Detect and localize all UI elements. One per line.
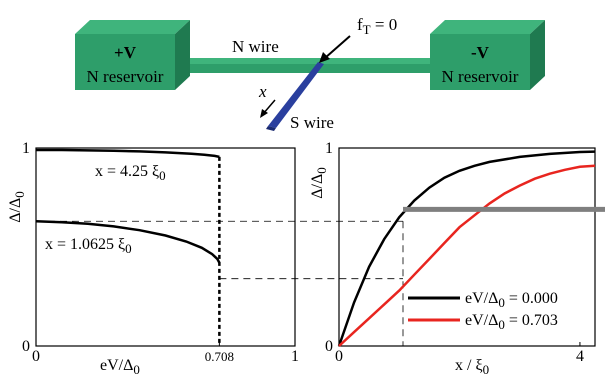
- s-wire-body: [268, 62, 324, 128]
- right-reservoir-voltage: -V: [471, 43, 490, 62]
- left-reservoir-top: [75, 20, 190, 34]
- chart-left: 0 0.708 1 0 1 Δ/Δ0 eV/Δ0 x = 4.25 ξ0 x = 1.0…: [7, 140, 299, 377]
- y-tick-label: 0: [325, 338, 333, 355]
- left-reservoir-side: [175, 20, 190, 90]
- chart-left-frame: [35, 147, 296, 347]
- legend-label-black: eV/Δ0 = 0.000: [465, 290, 558, 310]
- x-tick-label: 0.708: [205, 349, 234, 364]
- ft-arrow: [324, 35, 351, 59]
- chart-left-series: [35, 148, 221, 264]
- series-line-1: [338, 164, 596, 347]
- ft-arrow-head: [319, 52, 330, 63]
- chart-right-ylabel: Δ/Δ0: [309, 167, 329, 199]
- x-arrow-head: [260, 109, 268, 118]
- y-tick-label: 1: [325, 140, 333, 157]
- ft-label: fT = 0: [357, 15, 397, 37]
- chart-left-ylabel: Δ/Δ0: [7, 191, 27, 223]
- s-wire-label: S wire: [290, 113, 334, 132]
- left-reservoir-voltage: +V: [114, 43, 137, 62]
- right-reservoir-side: [530, 20, 545, 90]
- series-line-0: [36, 148, 220, 159]
- x-tick-label: 0: [32, 348, 40, 365]
- series-line-0: [337, 150, 596, 347]
- y-tick-label: 0: [22, 338, 30, 355]
- right-reservoir-top: [430, 20, 545, 34]
- left-reservoir-front: [75, 34, 175, 90]
- schematic: +V N reservoir -V N reservoir N wire S w…: [75, 15, 545, 132]
- n-wire: [184, 64, 432, 73]
- n-wire-top: [184, 58, 438, 64]
- series-label-x10625: x = 1.0625 ξ0: [45, 236, 132, 256]
- right-reservoir-label: N reservoir: [442, 67, 519, 86]
- left-reservoir: +V N reservoir: [75, 20, 190, 90]
- series-line-1: [35, 220, 221, 264]
- y-tick-label: 1: [22, 140, 30, 157]
- x-tick-label: 1: [291, 348, 299, 365]
- chart-right-frame: [338, 147, 596, 347]
- series-label-x425: x = 4.25 ξ0: [95, 163, 166, 183]
- s-wire: [266, 62, 324, 131]
- chart-right: 0 4 0 1 Δ/Δ0 x / ξ0 eV/Δ0 = 0.000 eV/Δ0 = 0…: [36, 140, 605, 377]
- right-reservoir-front: [430, 34, 530, 90]
- legend: eV/Δ0 = 0.000 eV/Δ0 = 0.703: [408, 290, 558, 332]
- x-tick-label: 4: [576, 348, 584, 365]
- chart-right-xlabel: x / ξ0: [455, 357, 489, 377]
- x-label: x: [258, 82, 267, 101]
- x-tick-label: 0: [335, 348, 343, 365]
- legend-label-red: eV/Δ0 = 0.703: [465, 312, 558, 332]
- n-wire-label: N wire: [232, 37, 279, 56]
- right-reservoir: -V N reservoir: [430, 20, 545, 90]
- s-wire-face: [266, 126, 276, 131]
- guide-lines: [36, 220, 404, 346]
- chart-left-xlabel: eV/Δ0: [100, 357, 140, 377]
- left-reservoir-label: N reservoir: [87, 67, 164, 86]
- chart-right-series: [337, 150, 596, 347]
